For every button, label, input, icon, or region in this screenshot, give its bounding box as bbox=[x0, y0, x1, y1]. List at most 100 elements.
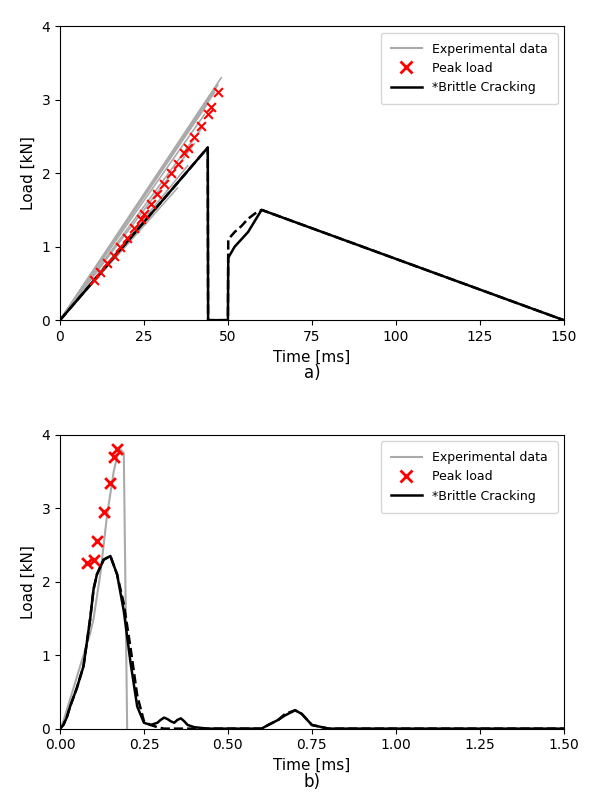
*Brittle Cracking bbox=[265, 720, 272, 730]
Peak load bbox=[95, 266, 105, 279]
*Brittle Cracking bbox=[134, 701, 141, 711]
*Brittle Cracking bbox=[56, 724, 64, 734]
*Brittle Cracking bbox=[140, 718, 148, 727]
Experimental data bbox=[90, 614, 97, 624]
Peak load bbox=[116, 241, 125, 254]
Peak load bbox=[89, 553, 98, 566]
*Brittle Cracking bbox=[204, 143, 211, 152]
Peak load bbox=[82, 557, 92, 570]
*Brittle Cracking bbox=[90, 584, 97, 594]
Experimental data bbox=[77, 661, 84, 671]
Experimental data bbox=[113, 452, 121, 462]
*Brittle Cracking bbox=[292, 706, 299, 715]
*Brittle Cracking bbox=[167, 716, 175, 726]
*Brittle Cracking bbox=[258, 724, 265, 734]
Experimental data bbox=[60, 716, 67, 726]
*Brittle Cracking bbox=[325, 724, 332, 734]
*Brittle Cracking bbox=[231, 242, 238, 252]
*Brittle Cracking bbox=[170, 718, 178, 727]
Peak load bbox=[92, 535, 102, 548]
Line: *Brittle Cracking: *Brittle Cracking bbox=[60, 556, 564, 729]
*Brittle Cracking bbox=[204, 724, 211, 734]
Peak load bbox=[183, 141, 193, 154]
Text: b): b) bbox=[304, 773, 320, 791]
*Brittle Cracking bbox=[191, 723, 198, 732]
*Brittle Cracking bbox=[258, 205, 265, 215]
Legend: Experimental data, Peak load, *Brittle Cracking: Experimental data, Peak load, *Brittle C… bbox=[380, 441, 557, 513]
*Brittle Cracking bbox=[308, 720, 316, 730]
Y-axis label: Load [kN]: Load [kN] bbox=[21, 545, 36, 619]
*Brittle Cracking bbox=[205, 315, 212, 325]
Peak load bbox=[146, 198, 155, 211]
*Brittle Cracking bbox=[113, 569, 121, 579]
Line: Experimental data: Experimental data bbox=[60, 450, 127, 729]
*Brittle Cracking bbox=[204, 143, 211, 152]
*Brittle Cracking bbox=[127, 658, 134, 667]
*Brittle Cracking bbox=[211, 724, 218, 734]
*Brittle Cracking bbox=[154, 718, 161, 727]
Text: a): a) bbox=[304, 364, 320, 382]
X-axis label: Time [ms]: Time [ms] bbox=[273, 349, 350, 364]
Experimental data bbox=[110, 467, 118, 476]
Experimental data bbox=[73, 672, 80, 682]
*Brittle Cracking bbox=[238, 235, 245, 245]
*Brittle Cracking bbox=[60, 720, 67, 730]
*Brittle Cracking bbox=[224, 724, 232, 734]
*Brittle Cracking bbox=[107, 551, 114, 561]
*Brittle Cracking bbox=[56, 315, 64, 325]
Peak load bbox=[136, 212, 145, 225]
Peak load bbox=[213, 86, 223, 99]
*Brittle Cracking bbox=[181, 716, 188, 726]
*Brittle Cracking bbox=[231, 724, 238, 734]
*Brittle Cracking bbox=[174, 715, 181, 725]
Experimental data bbox=[117, 445, 124, 454]
*Brittle Cracking bbox=[197, 723, 205, 733]
Experimental data bbox=[86, 629, 94, 638]
Experimental data bbox=[124, 724, 131, 734]
*Brittle Cracking bbox=[67, 701, 74, 711]
Peak load bbox=[160, 177, 169, 190]
Peak load bbox=[196, 119, 206, 132]
Experimental data bbox=[107, 488, 114, 498]
Peak load bbox=[109, 249, 119, 262]
Peak load bbox=[106, 476, 115, 489]
Experimental data bbox=[103, 511, 110, 521]
*Brittle Cracking bbox=[560, 724, 568, 734]
*Brittle Cracking bbox=[120, 606, 127, 616]
*Brittle Cracking bbox=[86, 614, 94, 624]
Peak load bbox=[203, 108, 212, 121]
Experimental data bbox=[120, 448, 127, 458]
Line: *Brittle Cracking: *Brittle Cracking bbox=[60, 147, 564, 320]
*Brittle Cracking bbox=[224, 315, 232, 325]
*Brittle Cracking bbox=[177, 714, 184, 723]
Peak load bbox=[89, 273, 98, 286]
*Brittle Cracking bbox=[224, 253, 232, 262]
*Brittle Cracking bbox=[73, 684, 80, 693]
*Brittle Cracking bbox=[258, 205, 265, 215]
*Brittle Cracking bbox=[147, 720, 154, 730]
*Brittle Cracking bbox=[100, 555, 107, 565]
Experimental data bbox=[56, 724, 64, 734]
Experimental data bbox=[100, 540, 107, 550]
Peak load bbox=[129, 222, 139, 235]
Peak load bbox=[190, 130, 199, 143]
*Brittle Cracking bbox=[184, 720, 191, 730]
*Brittle Cracking bbox=[244, 227, 251, 237]
Experimental data bbox=[80, 650, 87, 660]
*Brittle Cracking bbox=[560, 315, 568, 325]
X-axis label: Time [ms]: Time [ms] bbox=[273, 758, 350, 773]
*Brittle Cracking bbox=[94, 569, 101, 579]
*Brittle Cracking bbox=[275, 715, 282, 725]
Legend: Experimental data, Peak load, *Brittle Cracking: Experimental data, Peak load, *Brittle C… bbox=[380, 32, 557, 104]
*Brittle Cracking bbox=[298, 709, 305, 718]
Experimental data bbox=[63, 706, 70, 715]
Peak load bbox=[173, 158, 182, 171]
Experimental data bbox=[97, 569, 104, 579]
*Brittle Cracking bbox=[218, 724, 225, 734]
Peak load bbox=[122, 232, 132, 245]
*Brittle Cracking bbox=[80, 661, 87, 671]
Peak load bbox=[109, 450, 119, 463]
*Brittle Cracking bbox=[161, 713, 168, 723]
Peak load bbox=[112, 443, 122, 456]
Experimental data bbox=[67, 694, 74, 704]
